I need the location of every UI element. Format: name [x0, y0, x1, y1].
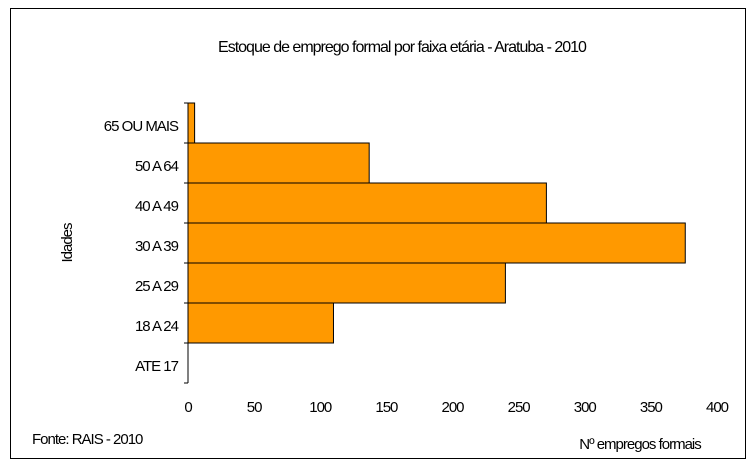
x-tick-label: 100 — [309, 399, 332, 416]
y-tick-label: 30 A 39 — [135, 238, 179, 255]
x-tick-label: 0 — [184, 399, 192, 416]
y-tick-label: 40 A 49 — [135, 198, 179, 215]
y-axis-label: Idades — [59, 223, 76, 263]
bar — [187, 142, 370, 184]
y-tick-label: ATE 17 — [135, 358, 179, 375]
x-tick-label: 300 — [574, 399, 597, 416]
y-tick-label: 50 A 64 — [135, 158, 179, 175]
x-tick-label: 200 — [441, 399, 464, 416]
x-tick-label: 400 — [706, 399, 729, 416]
source-note: Fonte: RAIS - 2010 — [32, 431, 143, 448]
x-tick-label: 50 — [247, 399, 262, 416]
bar — [187, 102, 196, 144]
y-tick-label: 18 A 24 — [135, 318, 179, 335]
chart-title: Estoque de emprego formal por faixa etár… — [218, 39, 587, 56]
bar — [187, 222, 686, 264]
bar — [187, 262, 506, 304]
y-tick-label: 65 OU MAIS — [104, 118, 179, 135]
bar — [187, 182, 547, 224]
x-tick-label: 250 — [508, 399, 531, 416]
bar — [187, 302, 334, 344]
x-tick-label: 150 — [375, 399, 398, 416]
x-axis-label: Nº empregos formais — [579, 436, 701, 453]
x-tick-label: 350 — [640, 399, 663, 416]
y-tick-label: 25 A 29 — [135, 278, 179, 295]
